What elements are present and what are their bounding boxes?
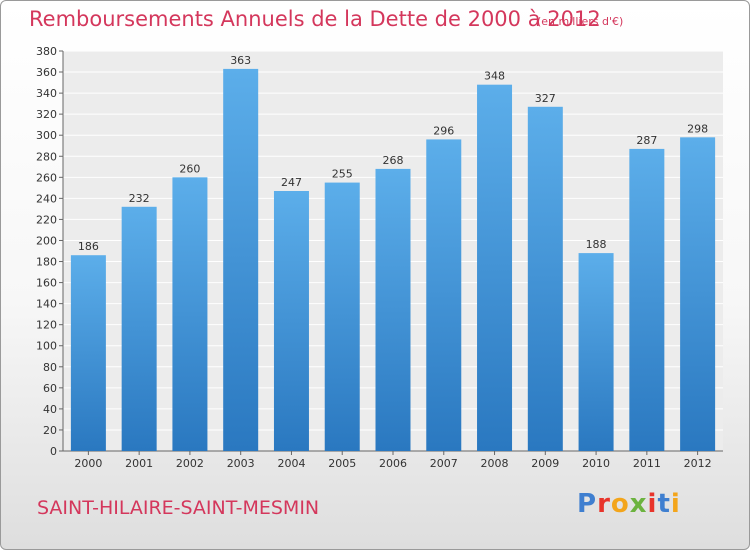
x-tick-label-2000: 2000 (74, 457, 102, 470)
data-label-2007: 296 (433, 124, 454, 137)
proxiti-logo: Proxiti (577, 489, 681, 519)
bar-2012 (680, 137, 716, 451)
data-label-2002: 260 (179, 162, 200, 175)
y-tick-label: 360 (36, 66, 57, 79)
y-tick-label: 140 (36, 298, 57, 311)
bar-2009 (527, 106, 563, 451)
y-tick-label: 0 (50, 445, 57, 458)
x-tick-label-2005: 2005 (328, 457, 356, 470)
bar-2011 (629, 148, 665, 452)
x-tick-label-2010: 2010 (582, 457, 610, 470)
y-tick-label: 100 (36, 340, 57, 353)
y-tick-label: 380 (36, 45, 57, 58)
x-tick-label-2012: 2012 (684, 457, 712, 470)
logo-letter: P (577, 489, 598, 519)
logo-letter: t (657, 489, 671, 519)
x-tick-label-2002: 2002 (176, 457, 204, 470)
logo-letter: o (610, 489, 630, 519)
data-label-2001: 232 (129, 192, 150, 205)
x-tick-label-2001: 2001 (125, 457, 153, 470)
logo-letter: x (629, 489, 648, 519)
chart-title: Remboursements Annuels de la Dette de 20… (29, 7, 601, 31)
data-label-2003: 363 (230, 54, 251, 67)
data-label-2010: 188 (586, 238, 607, 251)
chart-subtitle: (en milliers d'€) (537, 15, 624, 28)
x-tick-label-2008: 2008 (481, 457, 509, 470)
bar-2000 (70, 255, 106, 451)
y-tick-label: 260 (36, 171, 57, 184)
bar-2002 (172, 177, 208, 451)
y-tick-label: 300 (36, 129, 57, 142)
bar-2010 (578, 253, 614, 451)
data-label-2000: 186 (78, 240, 99, 253)
x-tick-label-2011: 2011 (633, 457, 661, 470)
y-tick-label: 240 (36, 192, 57, 205)
y-tick-label: 320 (36, 108, 57, 121)
x-tick-label-2007: 2007 (430, 457, 458, 470)
logo-letter: r (597, 489, 611, 519)
logo-letter: i (647, 489, 658, 519)
x-tick-label-2009: 2009 (531, 457, 559, 470)
y-tick-label: 40 (43, 403, 57, 416)
y-tick-label: 80 (43, 361, 57, 374)
y-tick-label: 180 (36, 256, 57, 269)
y-tick-label: 160 (36, 277, 57, 290)
y-tick-label: 340 (36, 87, 57, 100)
y-tick-label: 200 (36, 234, 57, 247)
data-label-2009: 327 (535, 92, 556, 105)
data-label-2005: 255 (332, 168, 353, 181)
x-tick-label-2006: 2006 (379, 457, 407, 470)
bar-2005 (324, 182, 360, 451)
y-tick-label: 60 (43, 382, 57, 395)
data-label-2011: 287 (636, 134, 657, 147)
data-label-2008: 348 (484, 70, 505, 83)
bar-2007 (426, 139, 462, 451)
y-tick-label: 280 (36, 150, 57, 163)
data-label-2006: 268 (383, 154, 404, 167)
location-name: SAINT-HILAIRE-SAINT-MESMIN (37, 497, 320, 519)
data-label-2004: 247 (281, 176, 302, 189)
y-tick-label: 120 (36, 319, 57, 332)
data-label-2012: 298 (687, 122, 708, 135)
bar-2004 (273, 191, 309, 451)
logo-letter: i (670, 489, 681, 519)
bar-2006 (375, 168, 411, 452)
x-tick-label-2004: 2004 (277, 457, 305, 470)
bar-2003 (223, 68, 259, 451)
bar-2001 (121, 206, 157, 451)
x-tick-label-2003: 2003 (227, 457, 255, 470)
y-tick-label: 220 (36, 213, 57, 226)
bar-2008 (477, 84, 513, 452)
y-tick-label: 20 (43, 424, 57, 437)
